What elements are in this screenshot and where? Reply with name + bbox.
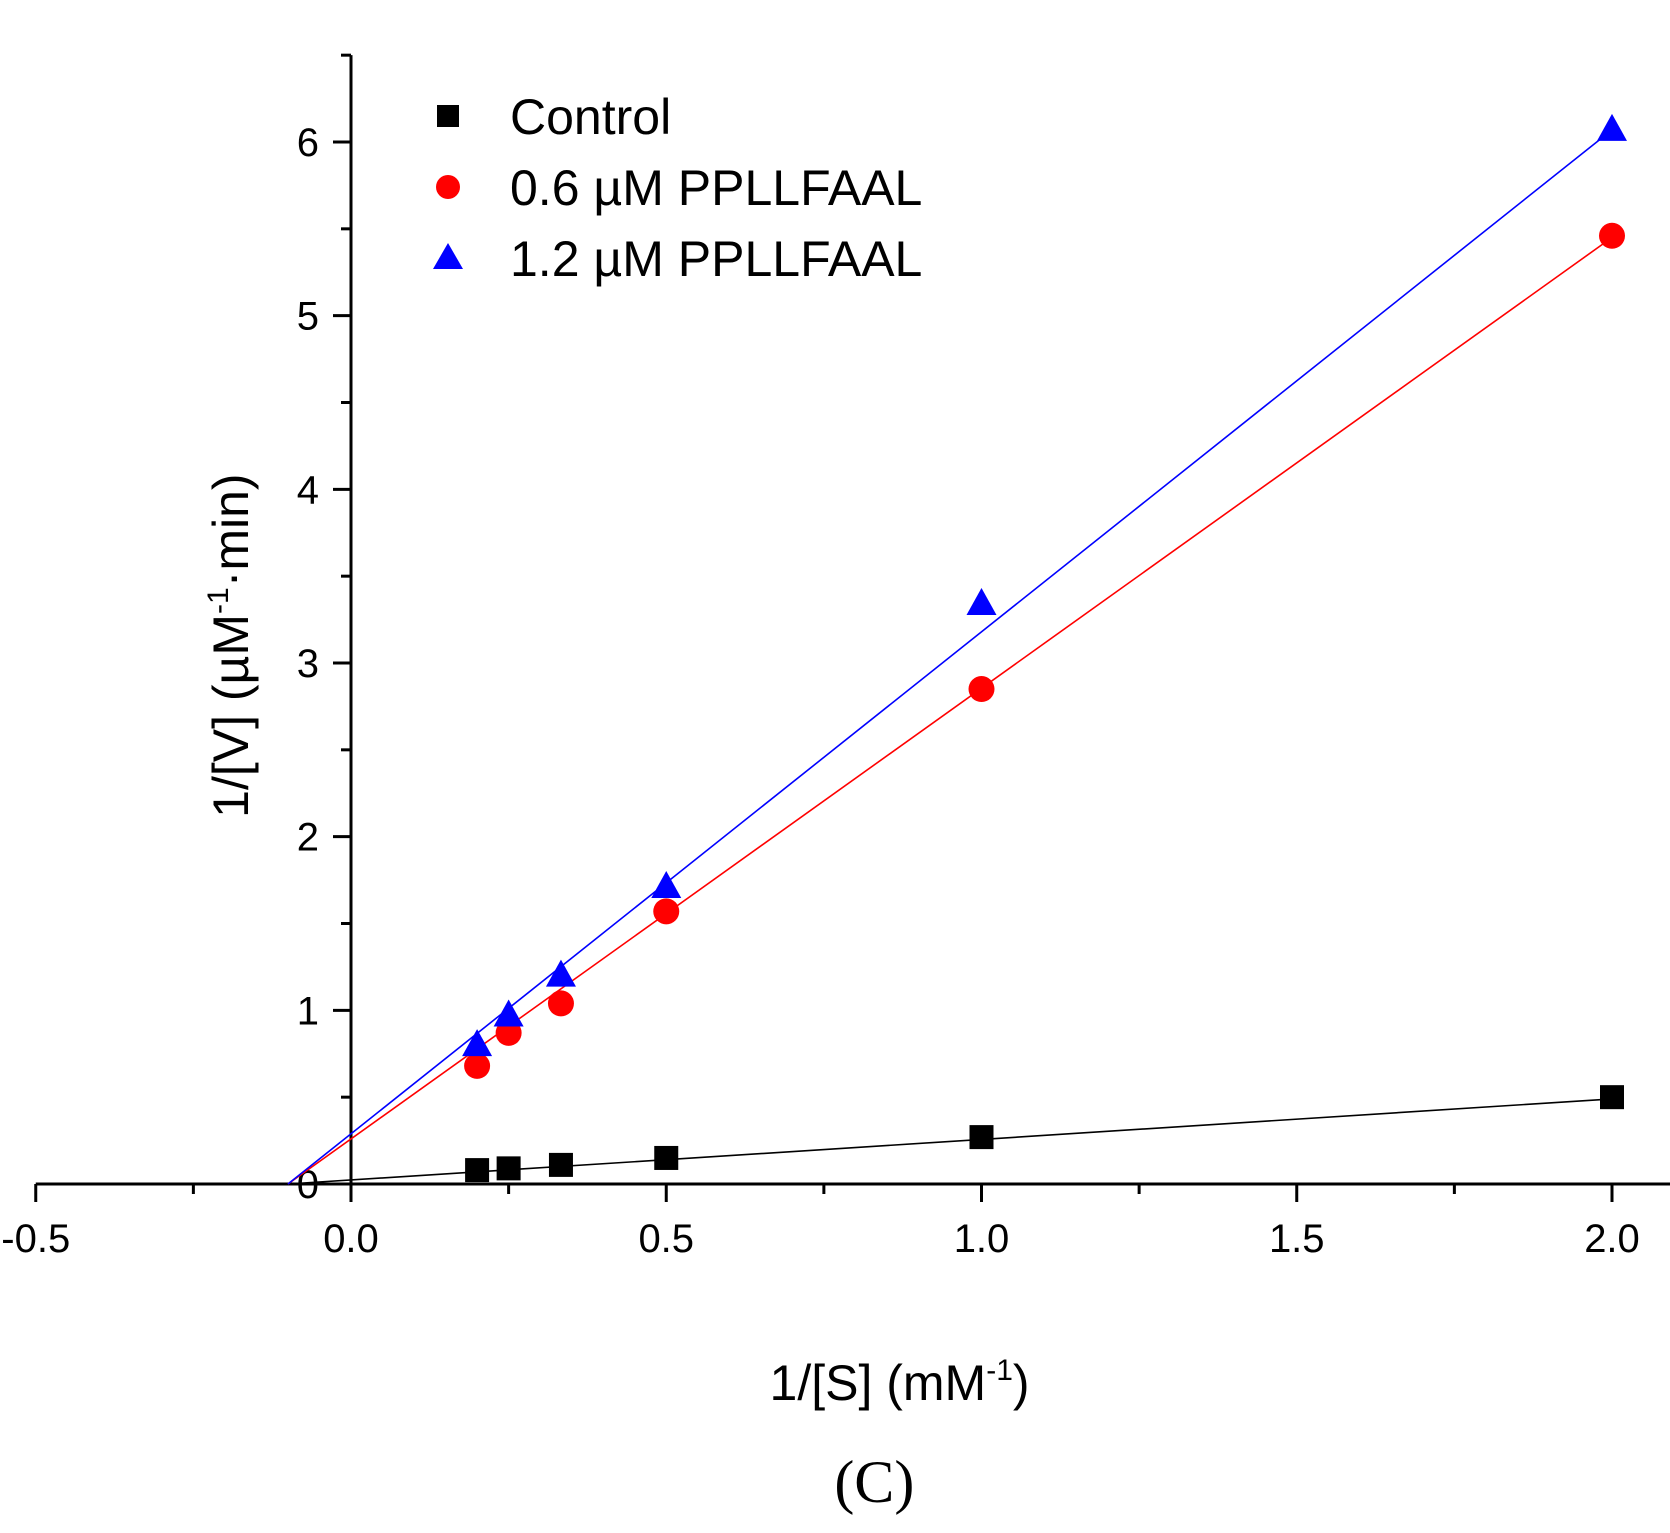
x-tick-label: 0.0: [323, 1217, 379, 1261]
x-axis-title: 1/[S] (mM-1): [770, 1354, 1030, 1411]
data-point-series-1: [547, 990, 574, 1017]
y-tick-label: 4: [297, 468, 319, 512]
y-tick-label: 1: [297, 989, 319, 1033]
legend-marker-1-2um: [433, 243, 463, 269]
data-point-series-0: [465, 1158, 490, 1183]
data-point-series-1: [653, 898, 680, 925]
axes: [35, 55, 1670, 1186]
fit-line-1: [287, 236, 1613, 1185]
data-point-series-2: [651, 871, 682, 899]
legend-item-control: Control: [437, 89, 671, 145]
data-point-series-2: [462, 1029, 493, 1057]
data-point-series-1: [1599, 222, 1625, 249]
legend-marker-control: [437, 105, 459, 127]
x-tick-label: 2.0: [1584, 1217, 1640, 1261]
x-tick-label: 1.5: [1269, 1217, 1325, 1261]
y-tick-label: 6: [297, 121, 319, 165]
data-point-series-2: [545, 959, 576, 987]
legend: Control 0.6 µM PPLLFAAL 1.2 µM PPLLFAAL: [433, 89, 922, 287]
data-point-series-0: [496, 1156, 521, 1181]
legend-item-0-6um: 0.6 µM PPLLFAAL: [436, 160, 922, 216]
data-point-series-0: [654, 1145, 679, 1170]
fit-line-2: [287, 129, 1613, 1185]
legend-item-1-2um: 1.2 µM PPLLFAAL: [433, 231, 922, 287]
x-tick-label: 0.5: [638, 1217, 694, 1261]
y-axis-title: 1/[V] (µM-1·min): [202, 473, 259, 817]
data-markers: [462, 113, 1627, 1183]
data-point-series-2: [493, 999, 524, 1027]
data-point-series-0: [969, 1125, 994, 1150]
data-point-series-0: [1600, 1085, 1624, 1110]
legend-label-control: Control: [510, 89, 671, 145]
fit-lines: [287, 129, 1613, 1185]
data-point-series-2: [1597, 113, 1627, 141]
data-point-series-1: [464, 1052, 491, 1079]
y-tick-label: 3: [297, 642, 319, 686]
data-point-series-1: [968, 676, 995, 703]
y-tick-label: 5: [297, 295, 319, 339]
x-tick-label: -0.5: [1, 1217, 70, 1261]
panel-label: (C): [834, 1449, 914, 1515]
data-point-series-0: [548, 1152, 573, 1177]
y-tick-label: 2: [297, 816, 319, 860]
data-point-series-2: [966, 587, 997, 615]
legend-marker-0-6um: [436, 175, 460, 199]
x-tick-label: 1.0: [954, 1217, 1010, 1261]
legend-label-0-6um: 0.6 µM PPLLFAAL: [510, 160, 922, 216]
legend-label-1-2um: 1.2 µM PPLLFAAL: [510, 231, 922, 287]
